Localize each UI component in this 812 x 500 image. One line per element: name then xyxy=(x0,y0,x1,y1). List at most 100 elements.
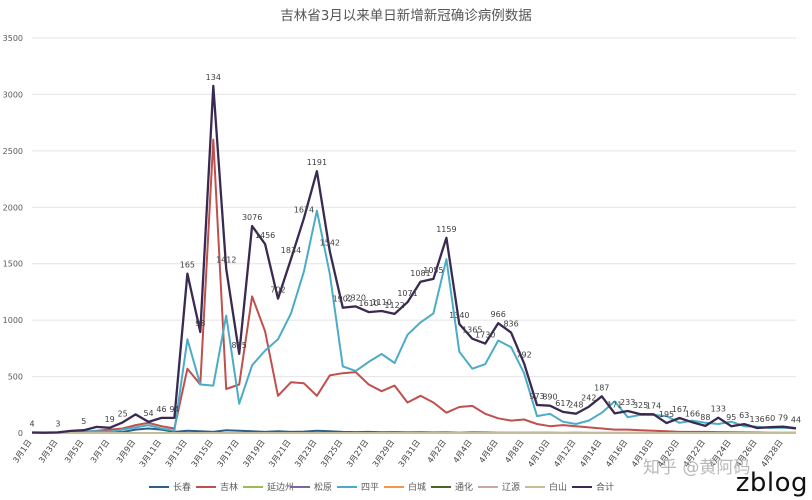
brand-text: zblog xyxy=(735,468,808,498)
data-label: 46 xyxy=(156,405,166,414)
legend-label: 白城 xyxy=(408,481,426,493)
data-label: 973 xyxy=(529,392,544,401)
data-label: 98 xyxy=(195,319,205,328)
legend-label: 白山 xyxy=(549,481,567,493)
series-line-合计 xyxy=(31,84,797,434)
data-label: 1191 xyxy=(307,158,327,167)
x-tick-label: 3月13日 xyxy=(164,438,189,469)
data-label: 1542 xyxy=(320,238,340,247)
x-tick-label: 4月14日 xyxy=(578,438,603,469)
legend-label: 辽源 xyxy=(502,482,520,493)
x-tick-label: 3月17日 xyxy=(216,438,241,469)
data-label: 166 xyxy=(685,409,700,418)
y-tick-label: 2000 xyxy=(3,203,23,212)
data-label: 1122 xyxy=(384,301,404,310)
data-label: 3 xyxy=(55,419,60,428)
legend-label: 四平 xyxy=(361,482,379,493)
data-label: 1412 xyxy=(216,256,236,265)
data-label: 51 xyxy=(804,0,812,2)
y-tick-label: 1500 xyxy=(3,260,23,269)
x-tick-label: 3月3日 xyxy=(37,438,59,465)
data-label: 1365 xyxy=(462,326,482,335)
legend: 长春 吉林 延边州 松原 四平 白城 通化 辽源 白山 合计 xyxy=(149,481,614,493)
data-label: 95 xyxy=(726,413,736,422)
data-label: 134 xyxy=(206,73,221,82)
data-label: 54 xyxy=(143,409,153,418)
data-label: 1110 xyxy=(371,298,391,307)
data-label: 94 xyxy=(169,405,179,414)
data-label: 133 xyxy=(711,405,726,414)
x-tick-label: 4月4日 xyxy=(452,438,474,465)
data-label: 187 xyxy=(594,383,609,392)
data-label: 248 xyxy=(568,401,583,410)
y-axis-tick-labels: 0 500 1000 1500 2000 2500 3000 3500 xyxy=(3,34,23,438)
data-label: 3076 xyxy=(242,213,262,222)
data-label: 1674 xyxy=(294,205,314,214)
x-tick-label: 3月11日 xyxy=(138,438,163,469)
data-label: 1071 xyxy=(397,289,417,298)
data-label: 174 xyxy=(646,401,661,410)
data-label: 325 xyxy=(633,401,648,410)
x-tick-label: 4月16日 xyxy=(604,438,629,469)
data-label: 966 xyxy=(491,310,506,319)
data-label: 19 xyxy=(105,415,115,424)
x-tick-label: 4月12日 xyxy=(552,438,577,469)
legend-label: 延边州 xyxy=(267,481,294,493)
data-label: 702 xyxy=(270,286,285,295)
y-tick-label: 2500 xyxy=(3,147,23,156)
data-label: 195 xyxy=(659,410,674,419)
data-label: 167 xyxy=(672,405,687,414)
x-tick-label: 3月31日 xyxy=(397,438,422,469)
x-tick-label: 4月10日 xyxy=(526,438,551,469)
data-label: 165 xyxy=(180,261,195,270)
data-label: 242 xyxy=(581,394,596,403)
data-label: 79 xyxy=(778,414,788,423)
legend-label: 长春 xyxy=(173,481,191,493)
y-tick-label: 3000 xyxy=(3,90,23,99)
x-tick-label: 3月29日 xyxy=(371,438,396,469)
data-label: 60 xyxy=(765,414,775,423)
y-tick-label: 500 xyxy=(8,373,23,382)
data-label: 890 xyxy=(542,393,557,402)
data-label: 5 xyxy=(81,417,86,426)
x-tick-label: 3月5日 xyxy=(63,438,85,465)
series-line-吉林 xyxy=(32,138,797,434)
x-tick-label: 3月15日 xyxy=(190,438,215,469)
x-tick-label: 4月2日 xyxy=(426,438,448,465)
x-tick-label: 4月6日 xyxy=(477,438,499,465)
gridlines xyxy=(32,37,796,434)
data-label: 1159 xyxy=(436,225,456,234)
data-label: 171 xyxy=(607,400,622,409)
y-tick-label: 3500 xyxy=(3,34,23,43)
data-label: 88 xyxy=(700,413,710,422)
data-label: 617 xyxy=(555,399,570,408)
data-label: 136 xyxy=(750,415,765,424)
legend-label: 合计 xyxy=(596,481,614,493)
data-label: 1834 xyxy=(281,246,301,255)
data-label: 1902 xyxy=(333,295,353,304)
data-label: 63 xyxy=(739,411,749,420)
data-label: 895 xyxy=(232,341,247,350)
series-line-四平 xyxy=(32,209,797,434)
x-tick-label: 3月9日 xyxy=(115,438,137,465)
data-label: 1081 xyxy=(410,269,430,278)
legend-label: 松原 xyxy=(314,481,332,493)
x-tick-label: 4月28日 xyxy=(759,438,784,469)
data-label: 233 xyxy=(620,398,635,407)
data-label: 1456 xyxy=(255,231,275,240)
data-label: 1340 xyxy=(449,311,469,320)
data-label: 2320 xyxy=(346,293,366,302)
x-tick-label: 3月23日 xyxy=(293,438,318,469)
x-tick-label: 3月1日 xyxy=(11,438,33,465)
x-tick-label: 3月7日 xyxy=(89,438,111,465)
y-tick-label: 1000 xyxy=(3,316,23,325)
data-label: 4 xyxy=(29,420,34,429)
legend-label: 通化 xyxy=(455,481,473,493)
series-lines xyxy=(31,84,797,434)
x-tick-label: 4月8日 xyxy=(503,438,525,465)
x-tick-label: 3月25日 xyxy=(319,438,344,469)
data-label: 792 xyxy=(516,350,531,359)
x-tick-label: 3月27日 xyxy=(345,438,370,469)
